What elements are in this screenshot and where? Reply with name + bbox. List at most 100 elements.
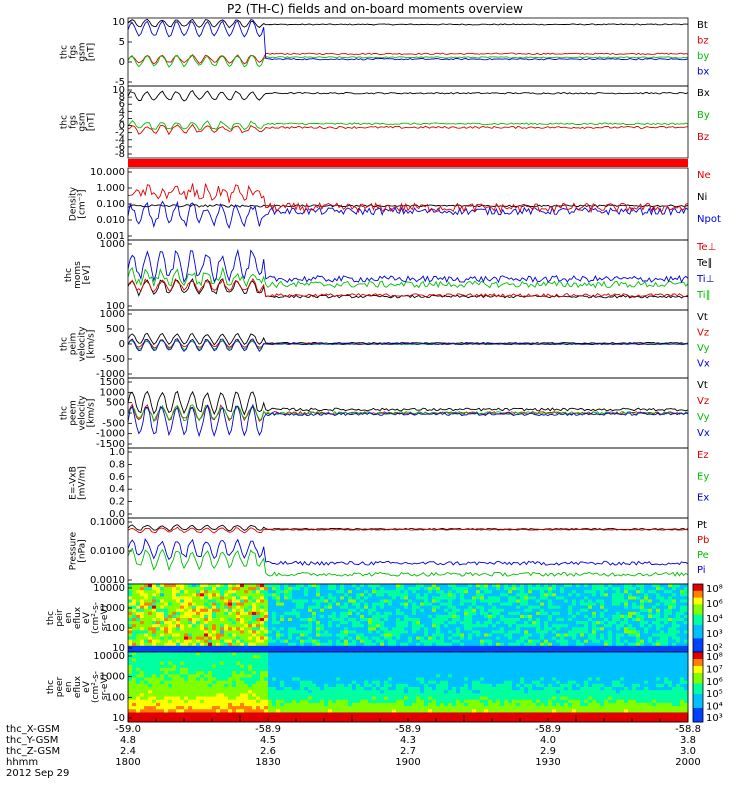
spectrogram-cell: [324, 664, 329, 669]
spectrogram-cell: [204, 683, 209, 688]
spectrogram-cell: [588, 614, 593, 619]
spectrogram-cell: [632, 642, 637, 647]
spectrogram-cell: [332, 608, 337, 613]
spectrogram-cell: [312, 636, 317, 641]
spectrogram-cell: [496, 642, 501, 647]
spectrogram-cell: [256, 718, 261, 723]
spectrogram-cell: [284, 655, 289, 659]
spectrogram-cell: [164, 599, 169, 604]
spectrogram-cell: [224, 636, 229, 641]
spectrogram-cell: [448, 611, 453, 616]
spectrogram-cell: [480, 599, 485, 604]
spectrogram-cell: [356, 596, 361, 600]
spectrogram-cell: [304, 674, 309, 678]
spectrogram-cell: [212, 683, 217, 688]
spectrogram-cell: [368, 639, 373, 644]
spectrogram-cell: [200, 645, 205, 650]
colorbar-segment: [693, 631, 703, 636]
spectrogram-cell: [636, 621, 641, 625]
spectrogram-cell: [408, 630, 413, 634]
spectrogram-cell: [280, 655, 285, 659]
spectrogram-cell: [480, 590, 485, 594]
spectrogram-cell: [664, 590, 669, 594]
spectrogram-cell: [420, 699, 425, 704]
spectrogram-cell: [232, 642, 237, 647]
spectrogram-cell: [568, 633, 573, 638]
spectrogram-cell: [236, 658, 241, 663]
spectrogram-cell: [260, 655, 265, 659]
spectrogram-cell: [276, 590, 281, 594]
spectrogram-cell: [332, 614, 337, 619]
spectrogram-cell: [592, 614, 597, 619]
series-line: [127, 89, 689, 102]
spectrogram-cell: [680, 593, 685, 597]
spectrogram-cell: [584, 611, 589, 616]
spectrogram-cell: [652, 618, 657, 622]
spectrogram-cell: [304, 587, 309, 591]
spectrogram-cell: [520, 611, 525, 616]
spectrogram-cell: [236, 599, 241, 604]
spectrogram-cell: [680, 636, 685, 641]
y-tick-label: 0.0100: [90, 546, 125, 557]
spectrogram-cell: [332, 639, 337, 644]
spectrogram-cell: [304, 658, 309, 663]
spectrogram-cell: [460, 639, 465, 644]
spectrogram-cell: [468, 636, 473, 641]
spectrogram-cell: [500, 608, 505, 613]
spectrogram-cell: [268, 658, 273, 663]
spectrogram-cell: [316, 648, 321, 653]
spectrogram-cell: [252, 642, 257, 647]
spectrogram-cell: [264, 664, 269, 669]
spectrogram-cell: [216, 671, 221, 675]
spectrogram-cell: [548, 605, 553, 610]
spectrogram-cell: [160, 687, 165, 691]
spectrogram-cell: [332, 605, 337, 610]
spectrogram-cell: [448, 630, 453, 634]
spectrogram-cell: [244, 706, 249, 710]
spectrogram-cell: [352, 667, 357, 672]
spectrogram-cell: [248, 661, 253, 666]
spectrogram-cell: [296, 590, 301, 594]
spectrogram-cell: [400, 627, 405, 631]
spectrogram-cell: [420, 602, 425, 607]
spectrogram-cell: [492, 593, 497, 597]
spectrogram-cell: [472, 608, 477, 613]
spectrogram-cell: [276, 671, 281, 675]
spectrogram-cell: [152, 709, 157, 713]
spectrogram-cell: [336, 690, 341, 694]
spectrogram-cell: [336, 706, 341, 710]
spectrogram-cell: [216, 674, 221, 678]
spectrogram-cell: [216, 593, 221, 597]
spectrogram-cell: [400, 702, 405, 707]
spectrogram-cell: [152, 712, 157, 717]
spectrogram-cell: [220, 642, 225, 647]
spectrogram-cell: [288, 642, 293, 647]
spectrogram-cell: [172, 584, 177, 588]
spectrogram-cell: [328, 667, 333, 672]
spectrogram-cell: [620, 593, 625, 597]
spectrogram-cell: [400, 715, 405, 720]
legend-entry: Ni: [697, 192, 707, 203]
spectrogram-cell: [252, 661, 257, 666]
spectrogram-cell: [428, 709, 433, 713]
spectrogram-cell: [284, 683, 289, 688]
spectrogram-cell: [556, 596, 561, 600]
spectrogram-cell: [184, 602, 189, 607]
spectrogram-cell: [140, 608, 145, 613]
spectrogram-cell: [340, 658, 345, 663]
spectrogram-cell: [396, 702, 401, 707]
spectrogram-cell: [216, 690, 221, 694]
spectrogram-cell: [192, 639, 197, 644]
spectrogram-cell: [404, 618, 409, 622]
spectrogram-cell: [132, 715, 137, 720]
spectrogram-cell: [392, 614, 397, 619]
spectrogram-cell: [412, 709, 417, 713]
spectrogram-cell: [424, 709, 429, 713]
spectrogram-cell: [228, 587, 233, 591]
spectrogram-cell: [176, 667, 181, 672]
spectrogram-cell: [236, 696, 241, 701]
spectrogram-cell: [176, 608, 181, 613]
spectrogram-cell: [312, 599, 317, 604]
spectrogram-cell: [184, 633, 189, 638]
spectrogram-cell: [152, 664, 157, 669]
